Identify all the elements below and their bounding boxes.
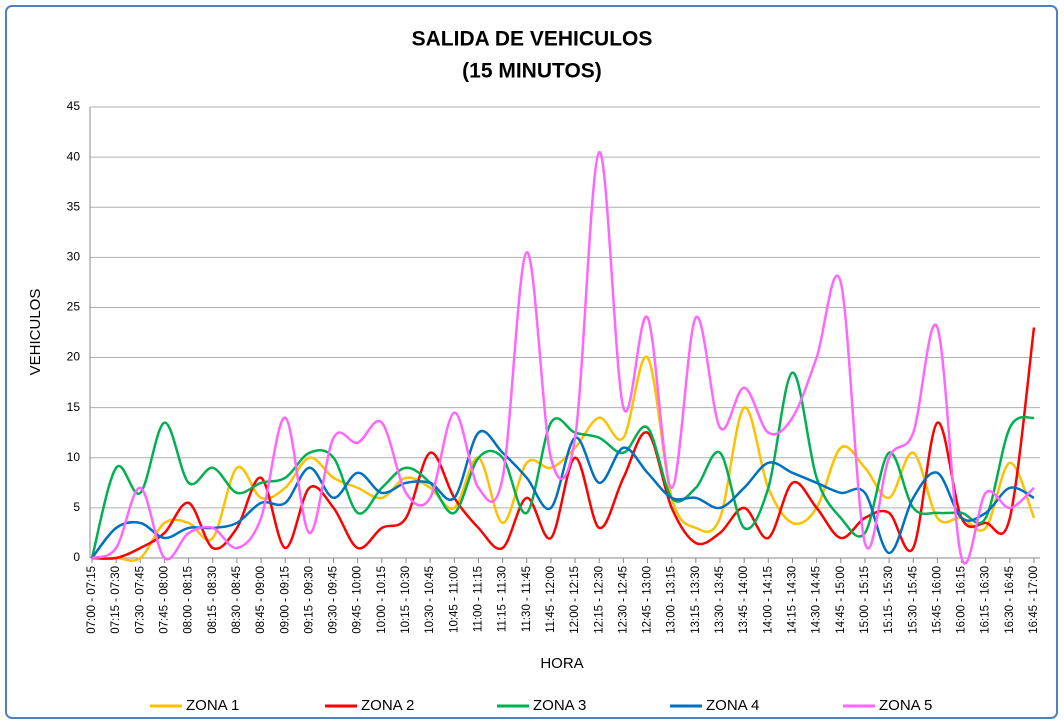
x-axis-label: HORA [540,655,583,672]
x-tick-label: 08:00 - 08:15 [183,566,195,634]
x-tick-label: 08:45 - 09:00 [255,566,267,634]
x-tick-label: 09:30 - 09:45 [328,566,340,634]
y-tick-label: 30 [67,250,81,264]
x-tick-label: 15:30 - 15:45 [907,566,919,634]
x-tick-label: 07:00 - 07:15 [86,566,98,634]
x-tick-label: 16:45 - 17:00 [1028,566,1040,634]
y-tick-label: 40 [67,149,81,163]
legend-label: ZONA 5 [879,697,932,714]
x-tick-label: 12:00 - 12:15 [569,566,581,634]
x-tick-label: 13:30 - 13:45 [714,566,726,634]
y-tick-label: 5 [73,500,80,514]
y-tick-label: 35 [67,199,81,213]
x-tick-label: 15:45 - 16:00 [931,566,943,634]
x-tick-label: 07:30 - 07:45 [134,566,146,634]
x-tick-label: 15:00 - 15:15 [859,566,871,634]
series-line [91,150,1035,565]
legend-label: ZONA 1 [186,697,239,714]
x-tick-label: 11:00 - 11:15 [472,566,484,632]
y-tick-label: 25 [67,300,81,314]
x-tick-label: 11:45 - 12:00 [545,566,557,633]
x-tick-label: 12:30 - 12:45 [617,566,629,634]
y-tick-label: 45 [67,99,81,113]
y-tick-label: 0 [73,550,80,564]
x-tick-label: 10:00 - 10:15 [376,566,388,634]
x-tick-label: 11:15 - 11:30 [497,566,509,632]
x-tick-label: 07:15 - 07:30 [110,566,122,634]
series-line [91,429,1035,559]
chart-subtitle: (15 MINUTOS) [462,60,602,83]
x-tick-label: 12:15 - 12:30 [593,566,605,634]
x-tick-label: 11:30 - 11:45 [521,566,533,632]
y-axis-label: VEHICULOS [27,289,44,376]
chart-frame [5,5,1058,719]
chart-title: SALIDA DE VEHICULOS [412,28,653,51]
x-tick-label: 09:45 - 10:00 [352,566,364,634]
x-tick-label: 16:15 - 16:30 [980,566,992,634]
x-tick-label: 14:15 - 14:30 [786,566,798,634]
x-tick-label: 14:30 - 14:45 [811,566,823,634]
series-line [92,355,1036,562]
legend-label: ZONA 3 [533,697,586,714]
x-tick-label: 16:00 - 16:15 [956,566,968,634]
y-tick-label: 10 [67,450,81,464]
x-tick-label: 15:15 - 15:30 [883,566,895,634]
x-tick-label: 07:45 - 08:00 [158,566,170,634]
x-tick-label: 09:15 - 09:30 [303,566,315,634]
x-tick-label: 16:30 - 16:45 [1004,566,1016,634]
legend-label: ZONA 2 [361,697,414,714]
x-tick-label: 13:45 - 14:00 [738,566,750,634]
x-tick-label: 08:15 - 08:30 [207,566,219,634]
y-tick-label: 15 [67,400,81,414]
x-tick-label: 14:00 - 14:15 [762,566,774,634]
x-tick-label: 14:45 - 15:00 [835,566,847,634]
legend-label: ZONA 4 [706,697,759,714]
x-tick-label: 08:30 - 08:45 [231,566,243,634]
series-line [90,371,1035,559]
x-tick-label: 10:45 - 11:00 [448,566,460,633]
y-tick-label: 20 [67,350,81,364]
x-tick-label: 13:00 - 13:15 [666,566,678,634]
x-tick-label: 10:15 - 10:30 [400,566,412,634]
x-tick-label: 13:15 - 13:30 [690,566,702,634]
x-tick-label: 12:45 - 13:00 [642,566,654,634]
x-tick-label: 10:30 - 10:45 [424,566,436,634]
x-tick-label: 09:00 - 09:15 [279,566,291,634]
